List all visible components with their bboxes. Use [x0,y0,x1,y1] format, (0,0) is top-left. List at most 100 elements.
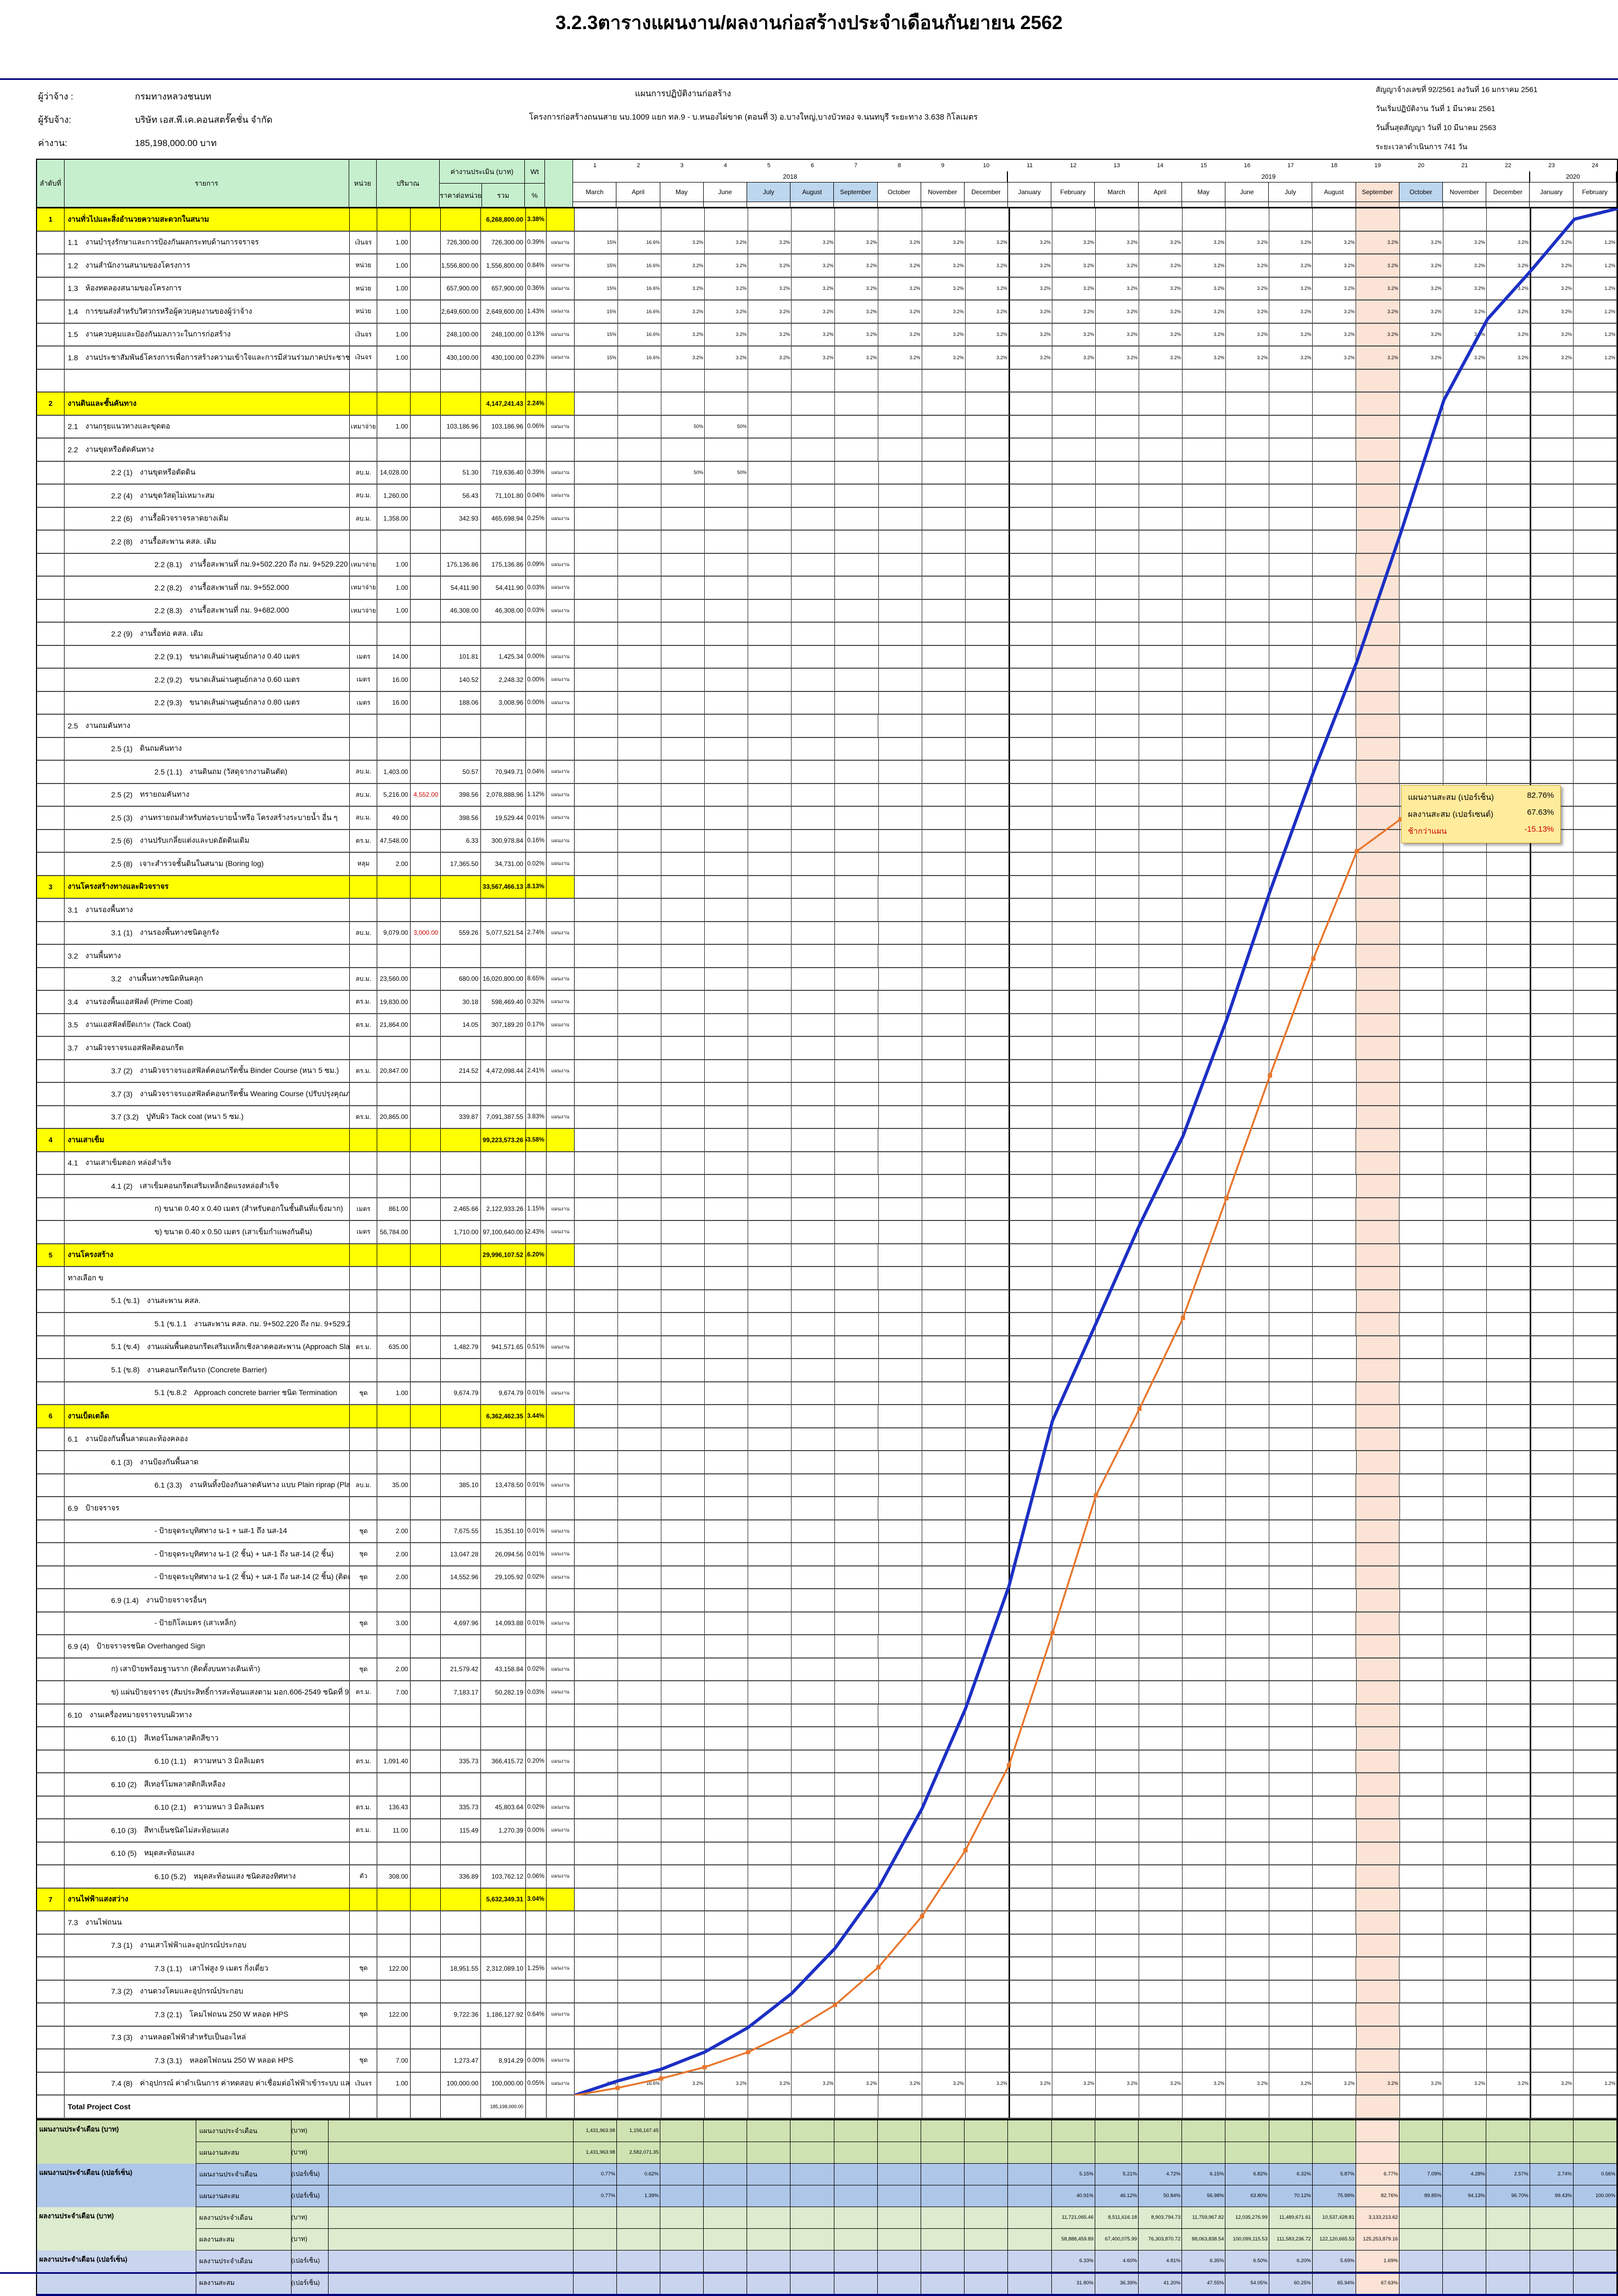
gantt-cell [618,1658,662,1680]
gantt-cell [1530,599,1574,622]
gantt-cell [1356,945,1400,967]
gantt-cell [661,645,705,668]
row-qty [377,1405,411,1427]
gantt-cell [618,1497,661,1519]
month-blank-row [573,202,1617,207]
row-qty: 23,560.00 [377,968,411,990]
col-header-total: รวม [482,184,524,207]
gantt-cell [1574,1106,1617,1128]
gantt-cell [878,369,922,391]
row-qty-revised [411,1842,441,1864]
gantt-cell [575,737,618,760]
gantt-cell [1530,415,1574,438]
gantt-cell [1269,807,1313,829]
row-no [37,1083,65,1105]
gantt-cell [835,691,879,714]
gantt-cell [1574,1037,1617,1059]
row-desc: งานโครงสร้างทางและผิวจราจร [64,876,350,898]
row-desc-text: สีเทอร์โมพลาสติกสีขาว [144,1733,219,1742]
gantt-cell [1443,1428,1487,1450]
gantt-cell [1356,1566,1400,1588]
row-qty: 2.00 [377,853,411,875]
gantt-cell [1399,577,1443,599]
row-plan-tag: แผนงาน [547,1681,575,1703]
gantt-cell [1574,1290,1617,1312]
row-qty-revised [411,1152,441,1174]
gantt-cell [966,1773,1009,1796]
row-qty-revised [411,1980,441,2002]
row-desc: 1.3 ห้องทดลองสนามของโครงการ [65,277,350,299]
gantt-cell [575,1267,618,1289]
gantt-cell [1443,669,1487,691]
row-qty-revised [411,1175,441,1197]
gantt-cell [1269,737,1313,760]
summary-month-value [747,2120,791,2142]
gantt-cell [618,369,661,391]
gantt-cell [575,1934,618,1956]
gantt-cell: 3.2% [1269,323,1313,345]
gantt-cell [922,2049,966,2072]
gantt-cell [1356,369,1400,391]
gantt-cell [1269,1497,1313,1519]
row-qty-revised [411,2072,441,2094]
gantt-cell [835,1520,879,1542]
row-qty-revised [411,1060,441,1082]
gantt-cell [1008,1635,1052,1657]
row-unit-price [441,1980,481,2002]
gantt-cell [1269,369,1313,391]
gantt-cell [835,1129,879,1151]
gantt-cell [661,945,705,967]
month-blank-cell [1356,202,1399,207]
row-plan-tag: แผนงาน [547,1520,575,1542]
table-row: 3.7 (3.2) ปูทับผิว Tack coat (หนา 5 ซม.) ต… [37,1106,1617,1129]
gantt-cell [1313,1037,1357,1059]
gantt-cell [1487,1704,1530,1726]
gantt-cell [792,1474,835,1496]
legend-actual-row: ผลงานสะสม (เปอร์เซนต์) 67.63% [1408,808,1554,821]
gantt-cell [879,1589,922,1611]
row-unit: เมตร [350,1198,378,1220]
row-pct: 0.00% [526,669,547,691]
gantt-cell [661,1129,705,1151]
summary-month-value [1225,2142,1269,2163]
gantt-cell [748,737,792,760]
gantt-cell [1443,876,1487,898]
gantt-cell: 3.2% [1443,2072,1487,2094]
row-qty-revised [411,1888,441,1910]
gantt-cell [1399,1612,1443,1634]
gantt-cell: 3.2% [1008,300,1052,323]
row-desc: 7.3 (2.1) โคมไฟถนน 250 W หลอด HPS [65,2003,350,2026]
row-item-no: 6.1 (3.3) [154,1481,183,1490]
gantt-cell [835,1382,879,1404]
row-unit-price: 1,482.79 [441,1336,481,1358]
gantt-cell [879,807,922,829]
gantt-cell [1269,1037,1313,1059]
gantt-cell [1008,208,1052,231]
gantt-cell [922,415,966,438]
gantt-cell [1356,1083,1400,1105]
gantt-cell [835,737,879,760]
gantt-cell [966,645,1009,668]
gantt-cell [1226,1911,1270,1934]
gantt-cell [1443,1267,1487,1289]
summary-month-value [1008,2163,1052,2185]
gantt-cell [661,899,705,921]
row-pct: 0.06% [526,415,547,438]
gantt-cell: 3.2% [661,300,705,323]
row-item-no: 2.2 [67,445,78,454]
gantt-cell [1574,830,1617,852]
gantt-cell [1574,2026,1617,2048]
row-total [481,1773,526,1796]
gantt-cell [1008,1037,1052,1059]
gantt-cell [1096,1106,1140,1128]
table-row: 2.1 งานกรุยแนวทางและขุดตอ เหมาจ่าย 1.00 103,… [37,415,1617,439]
row-qty-revised [411,439,441,461]
gantt-cell [661,1934,705,1956]
gantt-cell [1226,369,1270,391]
row-qty: 1.00 [377,277,411,299]
gantt-cell [792,1060,835,1082]
gantt-cell [879,1382,922,1404]
row-qty-revised [411,300,441,323]
gantt-cell [1400,1934,1443,1956]
gantt-cell [1487,968,1530,990]
